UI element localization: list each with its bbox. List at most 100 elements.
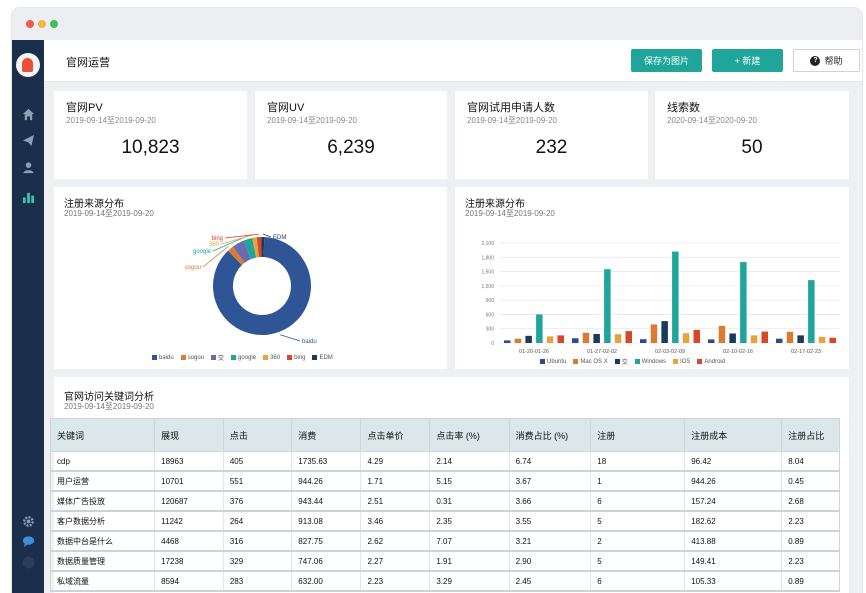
send-icon[interactable] (21, 133, 35, 147)
bar-Windows[interactable] (536, 314, 543, 343)
bar-IOS[interactable] (682, 333, 690, 343)
bar-Ubuntu[interactable] (504, 340, 511, 343)
legend-swatch (573, 359, 579, 364)
bar-Mac OS X[interactable] (582, 332, 590, 343)
bar-交[interactable] (661, 321, 668, 343)
legend-item[interactable]: bing (287, 355, 305, 361)
pie-slice-google[interactable] (243, 237, 257, 260)
panel-date: 2019-09-14至2019-09-20 (465, 209, 555, 218)
table-cell: 2.23 (781, 511, 840, 532)
table-cell: 私域流量 (49, 571, 155, 592)
pie-slice-sogou[interactable] (228, 246, 245, 266)
column-header[interactable]: 注册占比 (781, 418, 840, 452)
bar-Mac OS X[interactable] (718, 325, 726, 343)
bar-Ubuntu[interactable] (572, 338, 579, 343)
maximize-window-dot[interactable] (50, 20, 58, 28)
bar-IOS[interactable] (750, 335, 758, 343)
pie-slice-360[interactable] (252, 237, 259, 258)
pie-slice-baidu[interactable] (212, 237, 311, 335)
table-cell: 316 (222, 531, 292, 552)
table-cell: 3.46 (360, 511, 430, 532)
home-icon[interactable] (21, 107, 35, 121)
bar-Windows[interactable] (604, 269, 611, 343)
legend-item[interactable]: baidu (152, 355, 174, 361)
bar-Ubuntu[interactable] (640, 339, 647, 343)
column-header[interactable]: 关键词 (49, 418, 156, 452)
table-cell: 4.29 (360, 451, 430, 472)
pie-slice-bing[interactable] (256, 237, 262, 258)
bar-IOS[interactable] (614, 334, 622, 343)
table-cell: 7.07 (429, 531, 510, 552)
column-header[interactable]: 点击率 (%) (429, 418, 510, 452)
stat-title: 官网UV (267, 102, 305, 114)
legend-item[interactable]: Mac OS X (573, 359, 608, 365)
user-avatar[interactable] (21, 555, 35, 569)
pie-slice-EDM[interactable] (261, 237, 265, 258)
legend-item[interactable]: IOS (673, 359, 690, 365)
legend-swatch (152, 355, 157, 360)
table-row: 私域流量 8594 283 632.00 2.23 3.29 2.45 6 105.33 0.89 (49, 571, 840, 592)
legend-item[interactable]: Windows (634, 359, 666, 365)
bar-chart-icon[interactable] (21, 190, 35, 204)
stat-value: 6,239 (327, 137, 375, 158)
table-cell: 2.27 (360, 551, 430, 572)
bar-交[interactable] (797, 335, 804, 343)
legend-label: 交 (621, 360, 628, 366)
app-logo[interactable] (16, 53, 40, 77)
settings-icon[interactable] (21, 514, 35, 528)
bar-交[interactable] (525, 335, 532, 343)
legend-item[interactable]: Android (697, 359, 725, 365)
column-header[interactable]: 展现 (154, 418, 224, 452)
y-tick-label: 900 (486, 298, 495, 304)
legend-swatch (312, 355, 318, 360)
bar-Mac OS X[interactable] (650, 324, 658, 343)
x-tick-label: 02-17-02-23 (791, 349, 821, 355)
pie-slice-交[interactable] (232, 240, 251, 263)
bar-交[interactable] (729, 333, 736, 343)
legend-item[interactable]: google (231, 355, 256, 361)
stat-value: 50 (741, 137, 763, 158)
table-cell: 182.62 (684, 511, 782, 532)
save-as-image-button[interactable]: 保存为图片 (631, 49, 702, 72)
user-icon[interactable] (21, 160, 35, 174)
bar-Windows[interactable] (808, 280, 815, 343)
column-header[interactable]: 点击 (222, 418, 293, 452)
column-header[interactable]: 消费 (291, 418, 362, 452)
bar-Windows[interactable] (672, 251, 679, 343)
bar-Mac OS X[interactable] (786, 331, 794, 343)
column-header[interactable]: 消费占比 (%) (508, 418, 592, 452)
legend-item[interactable]: 交 (614, 357, 628, 366)
y-tick-label: 1,800 (481, 255, 494, 261)
new-button[interactable]: + 新建 (712, 49, 783, 72)
legend-item[interactable]: sogou (180, 355, 204, 361)
legend-item[interactable]: 360 (263, 355, 280, 361)
table-cell: cdp (49, 451, 155, 472)
y-tick-label: 0 (491, 341, 494, 347)
table-cell: 105.33 (684, 571, 782, 592)
column-header[interactable]: 点击单价 (360, 418, 431, 452)
minimize-window-dot[interactable] (38, 20, 46, 28)
bar-Android[interactable] (693, 329, 701, 343)
bar-Android[interactable] (829, 337, 837, 343)
bar-Android[interactable] (625, 331, 633, 343)
help-button[interactable]: ? 帮助 (793, 49, 860, 72)
legend-swatch (540, 359, 545, 364)
legend-item[interactable]: Ubuntu (540, 359, 566, 365)
bar-交[interactable] (593, 333, 600, 343)
chat-icon[interactable] (21, 534, 35, 548)
legend-item[interactable]: 交 (211, 353, 224, 362)
bar-Android[interactable] (557, 335, 565, 343)
bar-Windows[interactable] (740, 262, 747, 343)
legend-item[interactable]: EDM (312, 355, 333, 361)
close-window-dot[interactable] (26, 20, 34, 28)
column-header[interactable]: 注册 (590, 418, 686, 452)
bar-IOS[interactable] (546, 336, 554, 343)
stat-title: 官网试用申请人数 (467, 102, 555, 114)
bar-Mac OS X[interactable] (514, 338, 522, 343)
bar-Ubuntu[interactable] (708, 339, 715, 343)
bar-IOS[interactable] (818, 336, 826, 343)
pie-label: baidu (302, 339, 317, 345)
bar-Android[interactable] (761, 331, 769, 343)
column-header[interactable]: 注册成本 (684, 418, 783, 452)
bar-Ubuntu[interactable] (776, 338, 783, 343)
